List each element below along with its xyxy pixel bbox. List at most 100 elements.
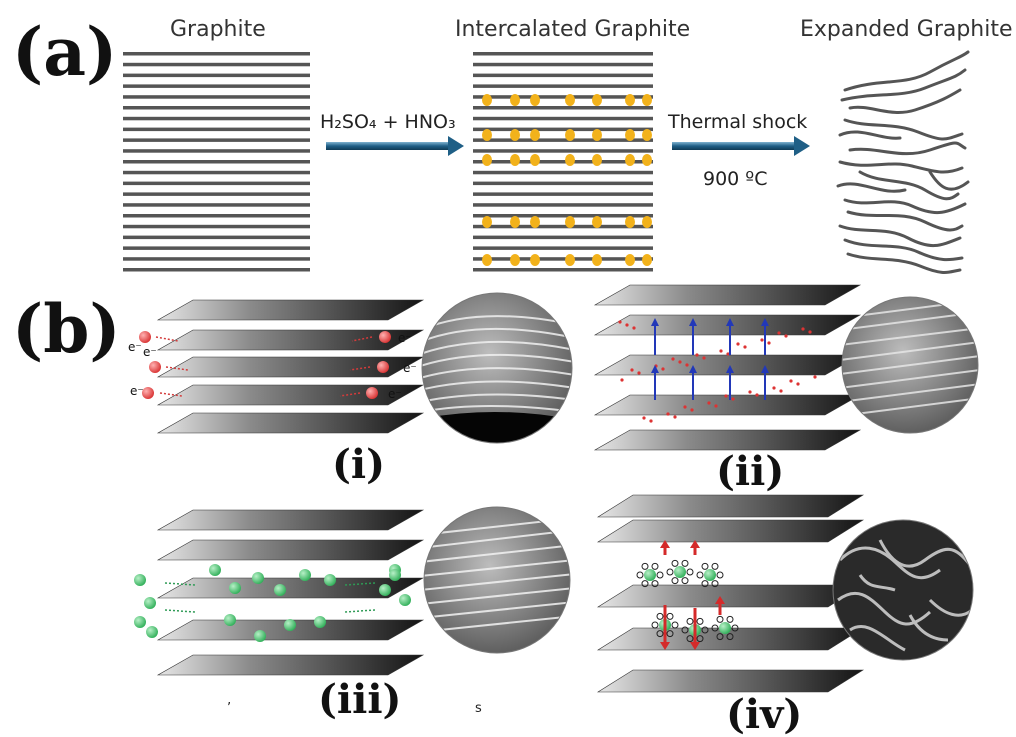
gas-bubble	[716, 615, 724, 623]
ion-dot	[777, 331, 781, 335]
gas-bubble	[641, 580, 649, 588]
ion-dot	[714, 404, 718, 408]
intercalant-particle	[530, 216, 540, 228]
gas-arrowhead	[715, 596, 725, 604]
intercalant-particle	[642, 154, 652, 166]
expansion-arrowhead	[761, 365, 769, 373]
graphite-layer	[473, 224, 653, 229]
gas-bubble	[711, 562, 719, 570]
gas-arrowhead	[660, 642, 670, 650]
graphite-layer	[473, 192, 653, 196]
ion-dot	[736, 342, 740, 346]
ion-dot	[683, 405, 687, 409]
gas-arrowhead	[660, 540, 670, 548]
graphite-layer	[123, 149, 310, 153]
graphite-layer	[473, 84, 653, 88]
graphene-sheet	[156, 329, 425, 351]
graphene-sheet	[596, 669, 865, 693]
intercalant-particle	[482, 216, 492, 228]
stack-ii-blue-arrows	[651, 318, 769, 400]
intercalant-particle	[482, 129, 492, 141]
sodium-ion	[389, 569, 401, 581]
ion-dot	[755, 393, 759, 397]
sodium-ion	[146, 626, 158, 638]
intercalant-particle	[510, 254, 520, 266]
gas-bubble	[731, 624, 739, 632]
stack-iii-green-ions	[134, 564, 411, 642]
graphite-layer	[473, 138, 653, 142]
ion	[644, 569, 656, 581]
electron-label: e⁻	[143, 345, 157, 359]
gas-bubble	[656, 612, 664, 620]
lithium-ion	[377, 361, 389, 373]
gas-bubble	[701, 562, 709, 570]
sodium-ion	[229, 582, 241, 594]
ion-dot	[690, 408, 694, 412]
graphene-sheet	[156, 539, 425, 561]
thermal-shock-arrow	[672, 136, 810, 156]
expansion-arrowhead	[651, 365, 659, 373]
ion-dot	[772, 386, 776, 390]
graphite-layer-stack	[123, 52, 310, 272]
intercalant-particle	[530, 154, 540, 166]
graphite-layer	[473, 149, 653, 153]
expansion-arrowhead	[689, 318, 697, 326]
expansion-arrowhead	[726, 365, 734, 373]
gas-bubble	[671, 559, 679, 567]
ion	[719, 622, 731, 634]
intercalant-particle	[510, 216, 520, 228]
intercalant-particle	[625, 254, 635, 266]
panel-a-letter: (a)	[12, 13, 117, 91]
panel-b-letter: (b)	[12, 290, 121, 368]
temperature-label: 900 ºC	[703, 168, 768, 190]
ion-dot	[724, 394, 728, 398]
ion-dot	[685, 363, 689, 367]
graphene-sheet	[156, 412, 425, 434]
sodium-ion	[284, 619, 296, 631]
sodium-ion	[399, 594, 411, 606]
ion	[704, 569, 716, 581]
label-iv: (iv)	[726, 691, 802, 737]
intercalant-particle	[642, 254, 652, 266]
lithium-ion	[379, 331, 391, 343]
lithium-ion	[142, 387, 154, 399]
lithium-ion	[366, 387, 378, 399]
intercalant-particles	[482, 94, 652, 266]
sodium-ion	[254, 630, 266, 642]
expanded-graphite-label: Expanded Graphite	[800, 17, 1013, 42]
electron-label: e⁻	[403, 361, 417, 375]
graphite-layer	[473, 127, 653, 132]
sodium-ion	[209, 564, 221, 576]
intercalant-particle	[592, 94, 602, 106]
ion-path	[349, 366, 371, 371]
lithium-ion	[139, 331, 151, 343]
graphite-layer	[123, 160, 310, 164]
stack-iv-sheets	[596, 494, 865, 693]
graphite-layer	[473, 246, 653, 250]
intercalant-particle	[625, 129, 635, 141]
graphite-layer	[123, 62, 310, 67]
intercalant-particle	[642, 216, 652, 228]
gas-arrowhead	[690, 642, 700, 650]
graphite-layer	[473, 268, 653, 272]
graphene-sheet	[156, 654, 425, 676]
graphite-layer	[123, 192, 310, 196]
graphite-layer	[123, 224, 310, 229]
intercalant-particle	[625, 216, 635, 228]
graphite-layer	[473, 203, 653, 207]
graphene-sheet	[596, 627, 865, 651]
intercalant-particle	[510, 94, 520, 106]
ion-dot	[618, 320, 622, 324]
gas-bubble	[641, 562, 649, 570]
graphene-sheet	[156, 384, 425, 406]
ion-dot	[760, 338, 764, 342]
gas-bubble	[681, 559, 689, 567]
lithium-ion	[149, 361, 161, 373]
gas-bubble	[651, 621, 659, 629]
label-ii: (ii)	[716, 448, 784, 495]
intercalant-particle	[642, 129, 652, 141]
ion-dot	[673, 415, 677, 419]
ion-dot	[789, 379, 793, 383]
sodium-ion	[134, 574, 146, 586]
sodium-ion	[324, 574, 336, 586]
